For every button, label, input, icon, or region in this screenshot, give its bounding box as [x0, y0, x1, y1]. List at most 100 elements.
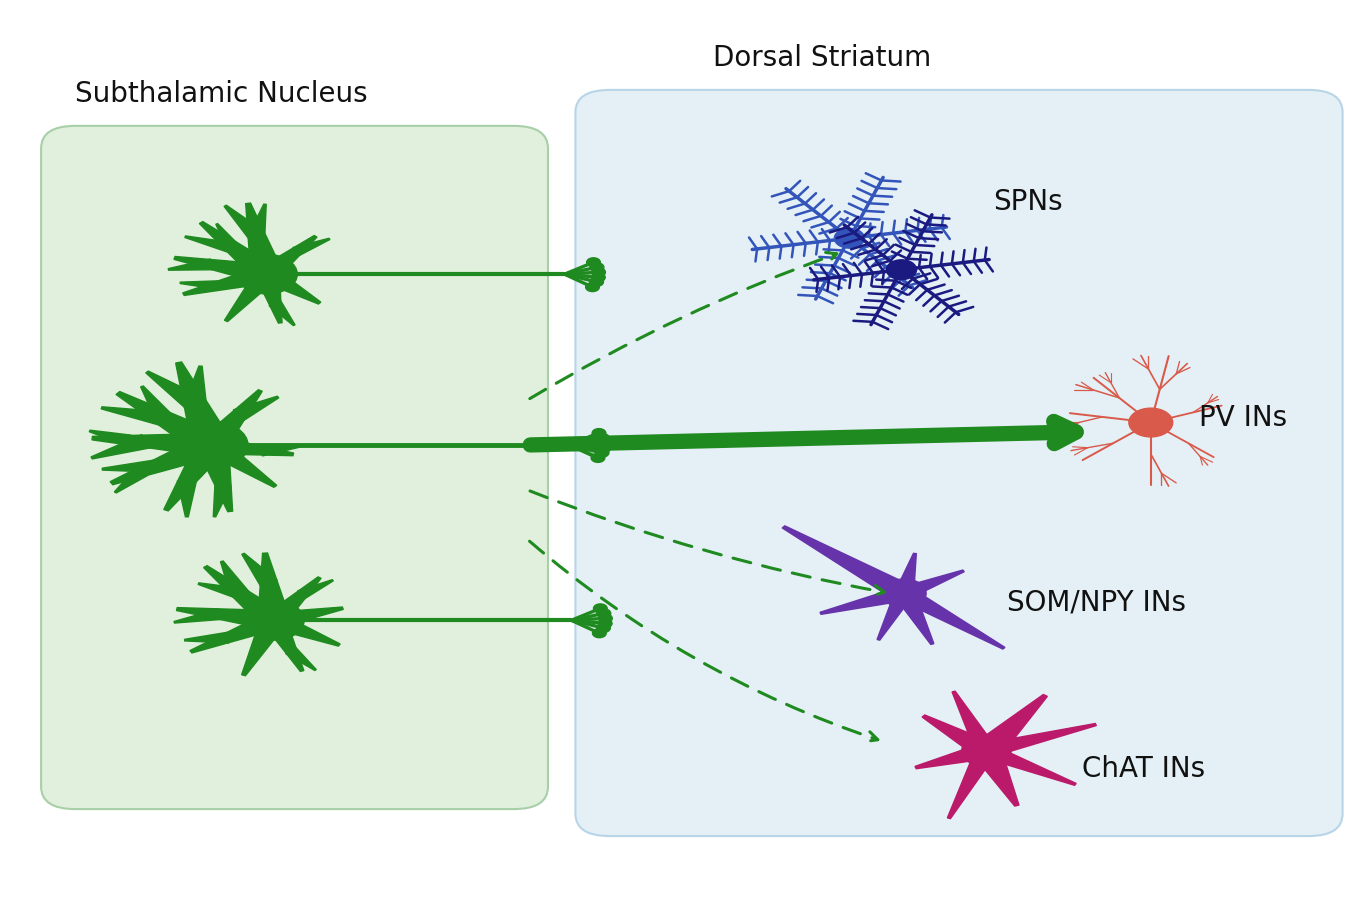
Circle shape — [592, 628, 606, 637]
Circle shape — [592, 272, 606, 281]
FancyBboxPatch shape — [575, 90, 1343, 836]
Circle shape — [590, 453, 604, 462]
Circle shape — [595, 449, 608, 458]
Circle shape — [1129, 408, 1173, 437]
Circle shape — [177, 422, 248, 468]
Text: PV INs: PV INs — [1199, 404, 1286, 432]
Polygon shape — [981, 744, 1077, 786]
Polygon shape — [899, 570, 964, 599]
Polygon shape — [259, 268, 321, 304]
Polygon shape — [114, 468, 148, 493]
Polygon shape — [973, 747, 1019, 806]
Polygon shape — [225, 270, 278, 322]
Polygon shape — [225, 205, 264, 239]
Circle shape — [593, 604, 607, 613]
Polygon shape — [169, 259, 212, 271]
Text: ChAT INs: ChAT INs — [1082, 754, 1206, 783]
Circle shape — [834, 228, 864, 248]
Polygon shape — [185, 366, 207, 405]
Polygon shape — [259, 445, 301, 456]
Polygon shape — [177, 608, 277, 630]
Polygon shape — [110, 435, 222, 485]
Polygon shape — [285, 648, 316, 671]
Polygon shape — [241, 618, 286, 676]
Polygon shape — [258, 553, 290, 621]
Polygon shape — [297, 580, 333, 599]
Circle shape — [886, 260, 917, 280]
Polygon shape — [210, 436, 293, 456]
FancyBboxPatch shape — [41, 126, 548, 809]
Circle shape — [244, 601, 304, 640]
Polygon shape — [196, 443, 233, 512]
Circle shape — [597, 443, 611, 452]
Polygon shape — [258, 236, 316, 280]
Circle shape — [962, 734, 1011, 767]
Circle shape — [586, 258, 600, 267]
Polygon shape — [269, 613, 340, 646]
Circle shape — [592, 268, 606, 277]
Polygon shape — [199, 390, 262, 450]
Circle shape — [592, 429, 606, 438]
Text: Dorsal Striatum: Dorsal Striatum — [712, 44, 932, 73]
Polygon shape — [263, 618, 304, 672]
Polygon shape — [293, 238, 330, 255]
Circle shape — [599, 614, 612, 623]
Polygon shape — [190, 612, 281, 653]
Polygon shape — [185, 236, 237, 254]
Polygon shape — [214, 484, 232, 517]
Text: SPNs: SPNs — [993, 188, 1063, 217]
Polygon shape — [103, 459, 158, 472]
Polygon shape — [264, 577, 321, 625]
Polygon shape — [177, 481, 196, 517]
Circle shape — [585, 282, 599, 291]
Polygon shape — [241, 553, 277, 586]
Polygon shape — [952, 691, 997, 753]
Circle shape — [597, 609, 611, 618]
Polygon shape — [185, 632, 229, 643]
Polygon shape — [948, 748, 997, 819]
Polygon shape — [271, 607, 344, 628]
Polygon shape — [897, 588, 1006, 649]
Polygon shape — [175, 362, 232, 449]
Polygon shape — [182, 266, 271, 296]
Polygon shape — [116, 392, 225, 455]
Circle shape — [596, 433, 610, 442]
Circle shape — [590, 263, 604, 271]
Polygon shape — [982, 724, 1096, 758]
Polygon shape — [200, 221, 278, 280]
Polygon shape — [89, 431, 132, 445]
Polygon shape — [895, 554, 917, 594]
Polygon shape — [101, 406, 169, 426]
Polygon shape — [203, 439, 277, 487]
Polygon shape — [245, 203, 284, 276]
Polygon shape — [90, 435, 151, 458]
Polygon shape — [893, 591, 934, 645]
Circle shape — [599, 619, 612, 628]
Text: SOM/NPY INs: SOM/NPY INs — [1007, 588, 1186, 617]
Circle shape — [237, 254, 297, 294]
Circle shape — [597, 439, 611, 448]
Polygon shape — [248, 204, 266, 236]
Polygon shape — [92, 433, 214, 457]
Polygon shape — [204, 565, 285, 627]
Polygon shape — [221, 561, 249, 596]
Circle shape — [589, 278, 603, 287]
Polygon shape — [233, 396, 279, 420]
Polygon shape — [915, 743, 991, 769]
Polygon shape — [164, 441, 227, 511]
Polygon shape — [174, 609, 223, 623]
Text: Subthalamic Nucleus: Subthalamic Nucleus — [75, 80, 369, 109]
Polygon shape — [782, 526, 912, 601]
Polygon shape — [821, 586, 908, 614]
Circle shape — [882, 579, 926, 608]
Polygon shape — [179, 280, 222, 289]
Polygon shape — [216, 224, 240, 250]
Polygon shape — [174, 256, 271, 284]
Polygon shape — [255, 272, 282, 323]
Polygon shape — [877, 592, 914, 640]
Polygon shape — [145, 371, 204, 409]
Polygon shape — [141, 386, 174, 422]
Polygon shape — [199, 583, 242, 599]
Polygon shape — [269, 301, 295, 325]
Polygon shape — [922, 715, 995, 758]
